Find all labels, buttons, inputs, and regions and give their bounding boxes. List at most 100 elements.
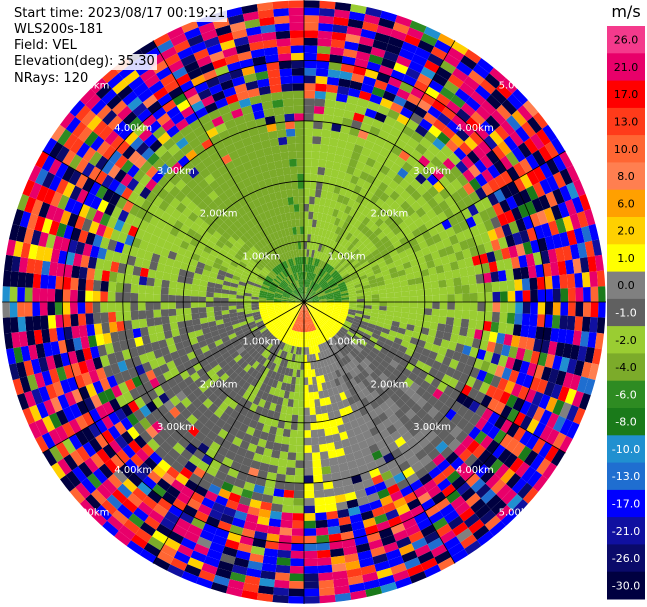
velocity-gate [527,470,543,488]
velocity-gate [196,241,206,251]
velocity-gate [496,504,513,521]
velocity-gate [18,257,29,273]
velocity-gate [236,264,246,272]
velocity-gate [90,99,107,116]
velocity-gate [274,579,290,589]
velocity-gate [287,143,297,152]
velocity-gate [359,360,369,370]
velocity-gate [541,366,552,382]
velocity-gate [328,279,336,286]
velocity-gate [419,118,433,131]
velocity-gate [248,127,260,137]
velocity-gate [114,421,127,436]
velocity-gate [171,524,188,538]
velocity-gate [371,347,380,356]
velocity-gate [264,350,272,359]
velocity-gate [406,454,420,467]
velocity-gate [257,156,267,166]
velocity-gate [249,41,264,51]
velocity-gate [350,590,367,601]
velocity-gate [465,472,481,488]
velocity-gate [443,207,455,219]
velocity-gate [122,444,136,459]
velocity-gate [233,219,243,230]
velocity-gate [242,222,251,232]
velocity-gate [35,245,46,261]
velocity-gate [311,300,320,302]
velocity-gate [310,315,315,323]
velocity-gate [329,281,337,287]
velocity-gate [557,260,567,276]
velocity-gate [234,366,244,375]
velocity-gate [360,510,374,521]
velocity-gate [175,413,187,425]
velocity-gate [428,466,442,480]
velocity-gate [359,339,368,347]
velocity-gate [52,235,64,251]
velocity-gate [222,546,238,558]
velocity-gate [259,270,268,278]
velocity-gate [331,286,340,292]
velocity-gate [448,152,462,166]
velocity-gate [320,281,328,288]
velocity-gate [540,339,551,354]
velocity-gate [263,548,278,558]
velocity-gate [101,415,114,430]
velocity-gate [308,307,315,314]
velocity-gate [326,191,334,200]
velocity-gate [124,458,139,473]
velocity-gate [330,130,341,140]
velocity-gate [366,384,376,394]
velocity-gate [393,286,402,293]
velocity-gate [439,188,451,200]
velocity-gate [258,230,267,239]
velocity-gate [315,258,321,267]
velocity-gate [287,337,293,346]
velocity-gate [253,330,262,338]
velocity-gate [408,284,417,291]
velocity-gate [377,351,387,360]
velocity-gate [431,99,446,113]
ring-label: 2.00km [200,379,238,390]
velocity-gate [304,52,317,61]
velocity-gate [17,287,25,302]
velocity-gate [220,439,232,450]
velocity-gate [474,391,486,404]
velocity-gate [257,585,274,595]
velocity-gate [273,298,282,301]
velocity-gate [256,251,264,260]
velocity-gate [288,329,294,338]
velocity-gate [133,467,148,482]
velocity-gate [242,243,251,252]
velocity-gate [442,262,452,273]
velocity-gate [292,330,297,339]
velocity-gate [393,529,409,542]
velocity-gate [424,308,433,316]
velocity-gate [271,395,279,405]
velocity-gate [300,332,303,340]
velocity-gate [522,374,534,389]
velocity-gate [169,322,179,331]
velocity-gate [437,428,450,441]
velocity-gate [346,243,355,252]
velocity-gate [264,479,276,489]
velocity-gate [468,164,482,178]
velocity-gate [258,297,267,300]
velocity-gate [315,83,327,92]
velocity-gate [390,522,406,535]
velocity-gate [315,275,321,283]
velocity-gate [318,318,325,326]
velocity-gate [266,322,274,329]
velocity-gate [206,548,223,561]
velocity-gate [256,344,264,353]
velocity-gate [400,280,409,287]
velocity-gate [255,445,265,456]
velocity-gate [573,179,586,197]
velocity-gate [335,253,342,261]
velocity-gate [306,249,310,257]
velocity-gate [294,241,299,250]
velocity-gate [90,510,107,527]
velocity-gate [379,164,391,176]
velocity-gate [137,501,154,516]
velocity-gate [275,256,282,264]
